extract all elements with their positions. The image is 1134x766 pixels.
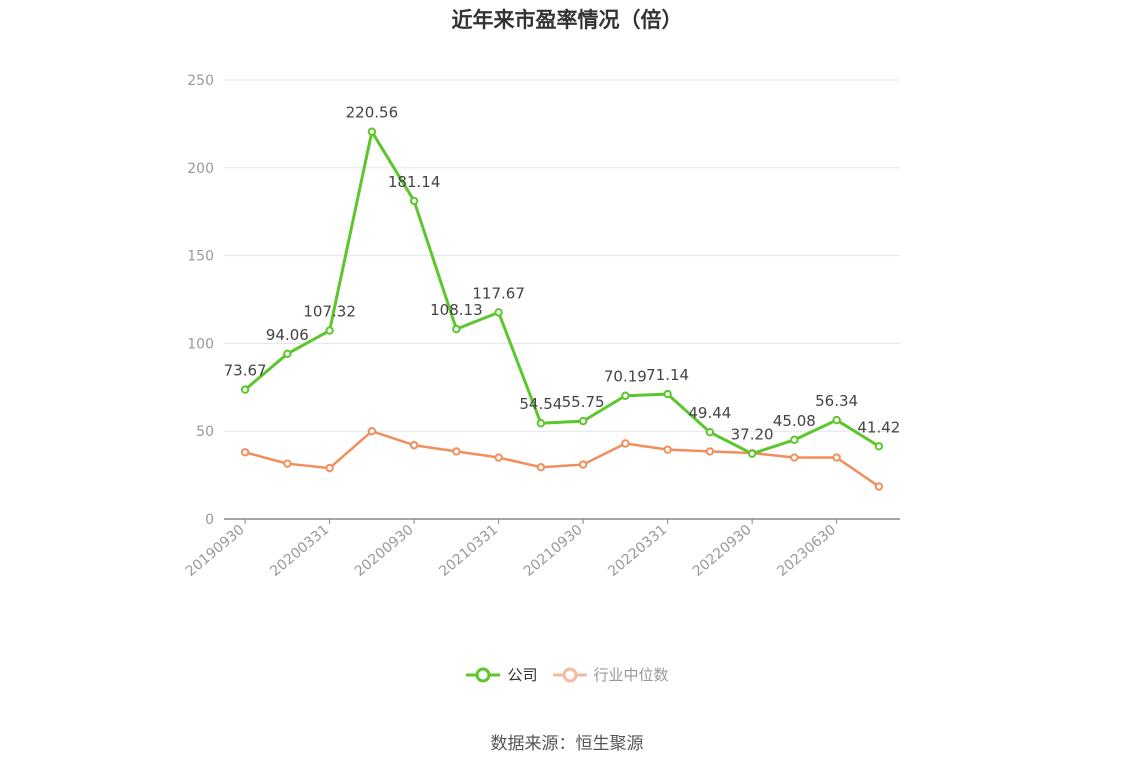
series-points [240, 127, 884, 491]
data-point-industry [705, 447, 715, 456]
data-point-company [325, 326, 334, 335]
chart-title: 近年来市盈率情况（倍） [451, 8, 683, 32]
data-point-industry [367, 427, 377, 436]
series-line-industry [244, 429, 880, 488]
data-label-company: 117.67 [472, 284, 525, 302]
data-point-industry [874, 482, 884, 491]
y-tick-label: 0 [205, 512, 214, 528]
y-tick-label: 150 [187, 249, 214, 265]
series-line-company [244, 130, 880, 456]
x-tick-label: 20220331 [605, 522, 670, 580]
data-point-industry [578, 460, 588, 469]
legend-item-industry[interactable]: 行业中位数 [552, 664, 669, 685]
x-tick-label: 20210930 [521, 522, 586, 580]
data-label-company: 56.34 [815, 392, 858, 410]
data-point-company [874, 442, 884, 451]
x-tick-label: 20200331 [267, 522, 332, 580]
data-label-company: 73.67 [224, 362, 267, 380]
data-point-company [409, 196, 419, 206]
data-point-company [578, 416, 588, 426]
data-point-industry [832, 453, 841, 462]
data-point-company [747, 449, 757, 458]
data-label-company: 45.08 [773, 412, 816, 430]
data-point-industry [325, 463, 334, 473]
grid-lines [224, 79, 900, 432]
data-label-company: 55.75 [562, 393, 605, 411]
data-point-industry [283, 459, 292, 468]
data-point-industry [240, 448, 250, 457]
data-point-company [494, 308, 503, 317]
data-label-company: 220.56 [346, 104, 399, 122]
y-tick-label: 100 [187, 336, 214, 352]
data-point-industry [536, 462, 546, 472]
x-tick-label: 20230630 [774, 522, 839, 580]
data-label-company: 70.19 [604, 368, 647, 386]
legend-company-label: 公司 [507, 666, 538, 684]
data-labels: 73.67 94.06 107.32 220.56 181.14 108.13117.67… [224, 104, 901, 444]
x-tick-label: 20220930 [690, 522, 755, 580]
legend: 公司 行业中位数 [0, 664, 1134, 685]
series-lines [244, 130, 880, 488]
data-label-company: 41.42 [857, 418, 900, 436]
data-point-company [832, 415, 841, 425]
legend-company-marker-icon [466, 667, 501, 682]
legend-industry-marker-icon [552, 667, 587, 682]
data-point-industry [494, 453, 503, 462]
data-point-industry [663, 445, 672, 454]
data-point-company [663, 389, 672, 399]
x-tick-label: 20200930 [352, 522, 417, 580]
data-label-company: 94.06 [266, 326, 309, 344]
data-point-industry [452, 447, 461, 456]
data-point-industry [409, 441, 419, 450]
data-point-company [367, 127, 377, 136]
source-note: 数据来源：恒生聚源 [490, 734, 644, 754]
data-point-company [452, 324, 461, 334]
x-tick-label: 20210331 [436, 522, 501, 580]
data-label-company: 107.32 [303, 303, 356, 321]
data-point-company [705, 427, 715, 437]
data-point-company [283, 349, 292, 359]
data-label-company: 108.13 [430, 301, 483, 319]
data-point-company [621, 391, 630, 400]
data-label-company: 181.14 [388, 173, 441, 191]
legend-item-company[interactable]: 公司 [465, 664, 538, 685]
x-tick-label: 20190930 [183, 522, 248, 580]
y-tick-label: 50 [196, 424, 214, 440]
data-point-company [790, 435, 799, 445]
y-tick-label: 250 [187, 73, 214, 89]
data-label-company: 71.14 [646, 366, 689, 384]
x-axis: 20190930 20200331 20200930 20210331 20210930… [183, 518, 900, 580]
data-label-company: 54.54 [519, 395, 562, 413]
data-label-company: 49.44 [688, 404, 731, 422]
y-tick-label: 200 [187, 161, 214, 177]
data-point-company [240, 385, 250, 394]
data-point-industry [790, 453, 799, 462]
data-point-industry [621, 439, 630, 448]
y-axis-ticks: 0 50 100 150 200 250 [187, 73, 214, 528]
legend-industry-label: 行业中位数 [593, 666, 669, 684]
data-label-company: 37.20 [731, 426, 774, 444]
data-point-company [536, 419, 546, 428]
